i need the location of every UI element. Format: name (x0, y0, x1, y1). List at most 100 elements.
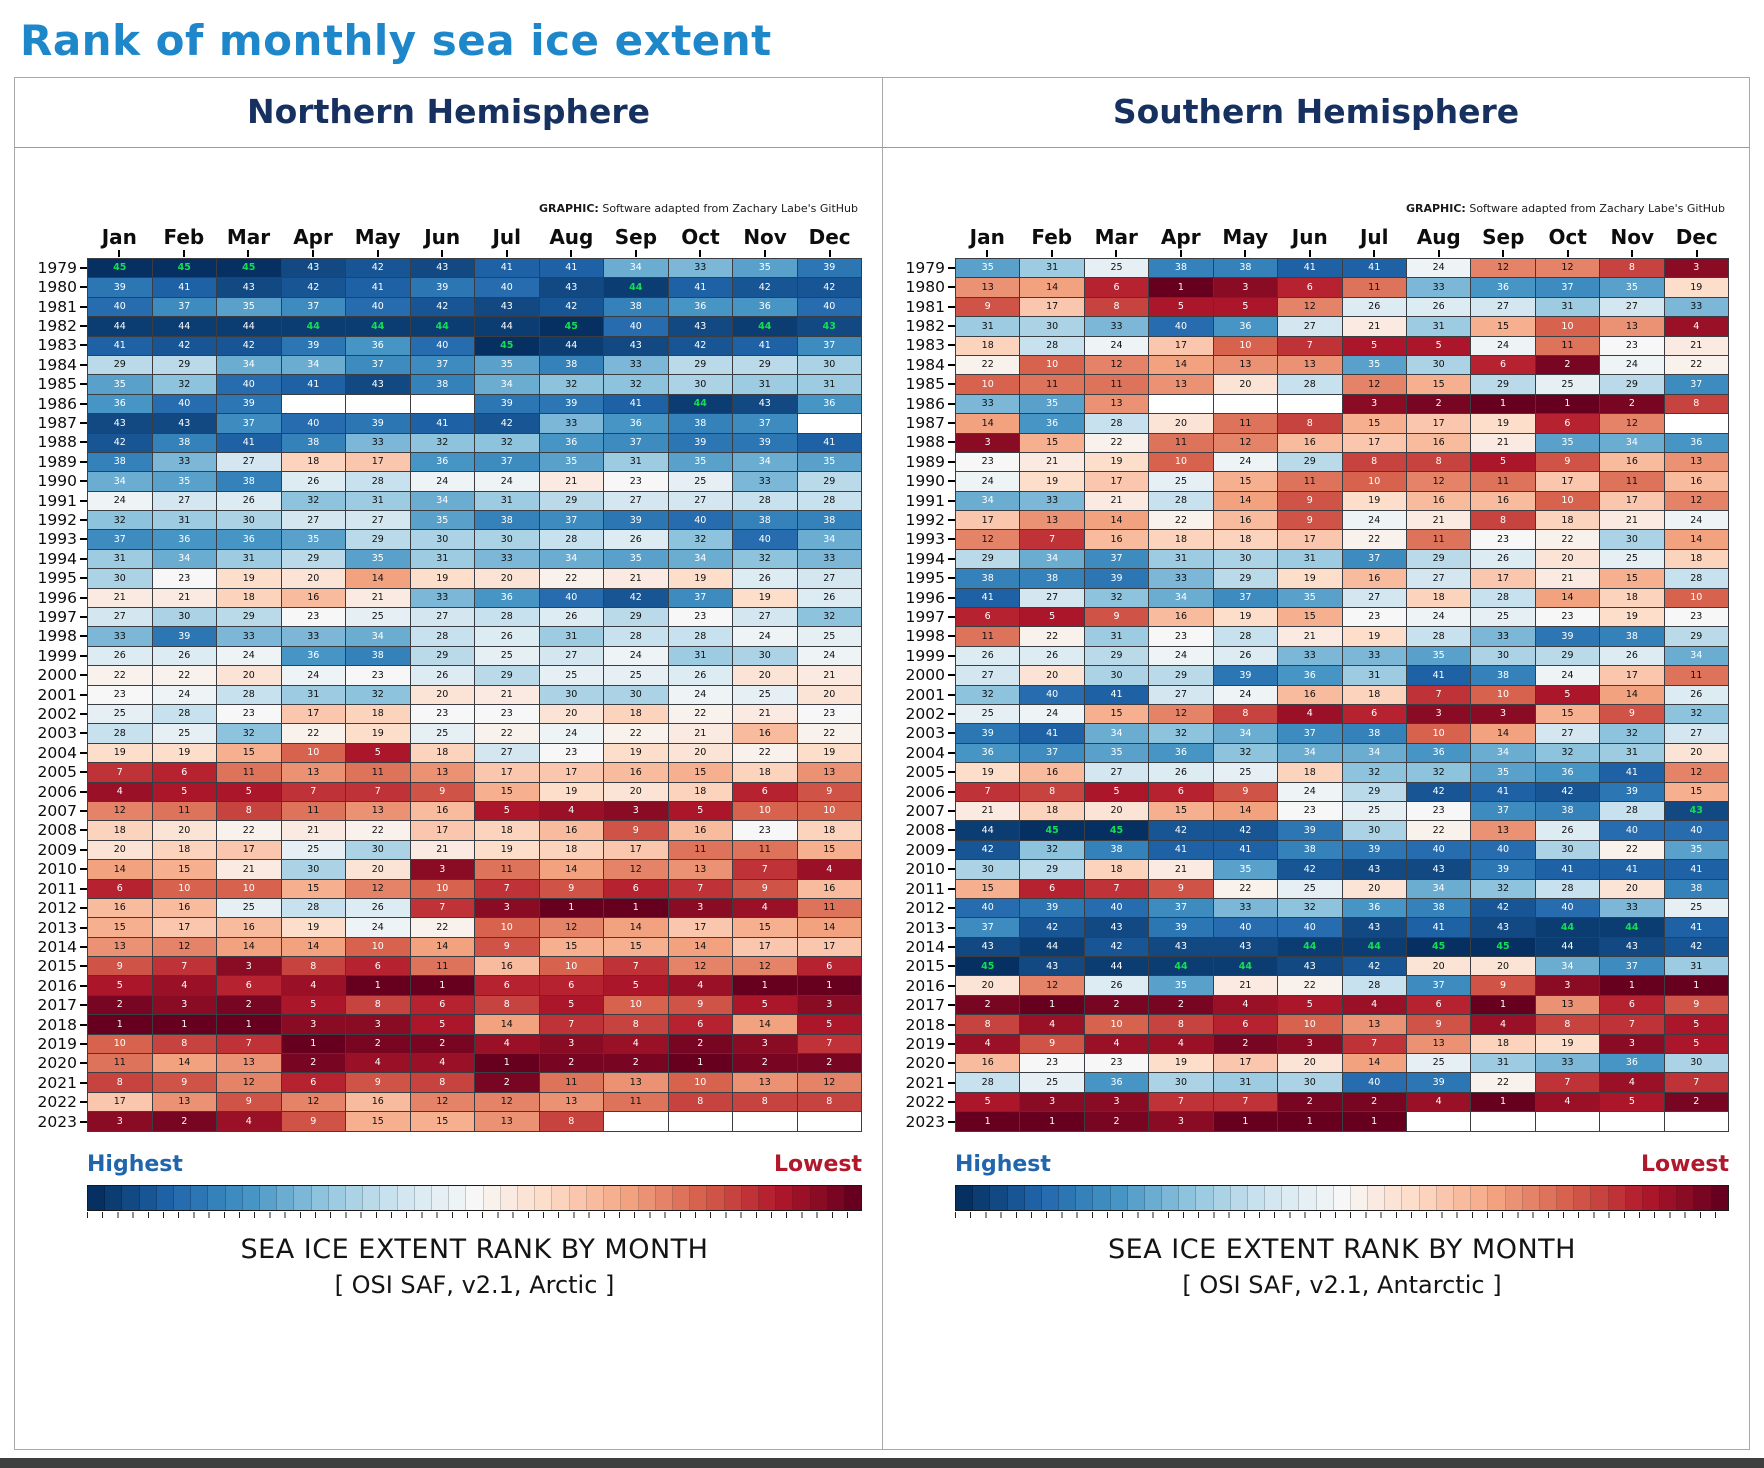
heatmap-cell: 9 (88, 957, 152, 976)
heatmap-cell: 21 (88, 588, 152, 608)
heatmap-cell: 14 (410, 937, 474, 957)
year-tick (80, 305, 87, 308)
year-tick (948, 460, 955, 463)
heatmap-cell: 10 (604, 995, 668, 1015)
heatmap-cell: 39 (281, 336, 345, 355)
heatmap-cell: 34 (956, 491, 1020, 511)
heatmap-cell: 4 (281, 976, 345, 995)
heatmap-cell: 26 (733, 569, 797, 588)
heatmap-cell: 38 (668, 414, 732, 433)
heatmap-cell: 30 (1149, 1073, 1213, 1092)
heatmap-cell: 29 (1084, 646, 1149, 666)
colorbar-segment (1299, 1185, 1317, 1210)
heatmap-cell: 35 (88, 375, 152, 394)
heatmap-cell: 5 (1664, 1015, 1728, 1034)
heatmap-cell: 44 (1020, 937, 1084, 957)
heatmap-cell: 30 (733, 646, 797, 666)
heatmap-cell: 11 (1020, 375, 1084, 394)
heatmap-cell: 32 (1213, 743, 1278, 763)
heatmap-cell-missing (797, 414, 861, 433)
heatmap-cell: 8 (475, 995, 539, 1015)
colorbar-segment (1591, 1185, 1609, 1210)
heatmap-cell: 40 (1342, 1073, 1406, 1092)
year-label: 2020 (23, 1054, 87, 1073)
heatmap-cell: 30 (956, 860, 1020, 879)
heatmap-cell: 2 (1406, 394, 1471, 414)
heatmap-cell: 7 (217, 1034, 281, 1054)
heatmap-cell: 3 (410, 860, 474, 879)
credit-line: GRAPHIC: Software adapted from Zachary L… (891, 202, 1725, 215)
heatmap-cell: 18 (956, 336, 1020, 355)
heatmap-cell: 18 (1278, 763, 1342, 782)
heatmap-cell: 7 (1342, 1034, 1406, 1054)
heatmap-cell: 21 (152, 588, 216, 608)
year-tick (948, 965, 955, 968)
year-tick (80, 480, 87, 483)
heatmap-cell: 39 (1149, 918, 1213, 937)
heatmap-cell: 44 (1535, 918, 1600, 937)
heatmap-cell: 45 (1084, 821, 1149, 840)
year-tick (80, 616, 87, 619)
year-tick (80, 848, 87, 851)
heatmap-cell: 21 (1535, 569, 1600, 588)
heatmap-cell: 16 (733, 724, 797, 743)
year-tick (80, 421, 87, 424)
heatmap-cell: 18 (1664, 549, 1728, 569)
heatmap-cell: 14 (668, 937, 732, 957)
heatmap-cell: 5 (1471, 452, 1535, 472)
heatmap-cell: 39 (604, 511, 668, 530)
year-tick (80, 945, 87, 948)
year-label: 1990 (891, 471, 955, 490)
year-tick (948, 577, 955, 580)
heatmap-cell: 2 (1664, 1092, 1728, 1112)
heatmap-cell: 41 (1471, 782, 1535, 801)
heatmap-cell: 40 (956, 898, 1020, 918)
heatmap-cell-missing (1471, 1112, 1535, 1131)
heatmap-cell: 10 (281, 743, 345, 763)
heatmap-cell: 37 (1342, 549, 1406, 569)
heatmap-cell: 16 (1278, 685, 1342, 704)
colorbar-segment (432, 1185, 450, 1210)
heatmap-cell: 27 (733, 608, 797, 627)
heatmap-cell: 6 (475, 976, 539, 995)
heatmap-cell: 8 (1471, 511, 1535, 530)
heatmap-cell: 5 (281, 995, 345, 1015)
colorbar-segment (586, 1185, 605, 1210)
heatmap-cell: 39 (539, 394, 603, 414)
heatmap-cell: 41 (1278, 259, 1342, 278)
heatmap-cell: 31 (281, 685, 345, 704)
heatmap-cell: 17 (1600, 666, 1664, 685)
heatmap-cell: 31 (217, 549, 281, 569)
colorbar-segment (672, 1185, 691, 1210)
year-label: 2017 (23, 995, 87, 1014)
heatmap-cell: 24 (604, 646, 668, 666)
heatmap-cell: 31 (733, 375, 797, 394)
year-label: 1990 (23, 471, 87, 490)
heatmap-cell: 34 (88, 472, 152, 491)
heatmap-cell: 7 (1600, 1015, 1664, 1034)
heatmap-cell: 6 (217, 976, 281, 995)
colorbar (87, 1184, 862, 1211)
heatmap-cell: 11 (1084, 375, 1149, 394)
heatmap-cell: 1 (88, 1015, 152, 1034)
panel-northern-hemisphere: Northern Hemisphere GRAPHIC: Software ad… (15, 78, 882, 1449)
heatmap-cell: 38 (604, 297, 668, 317)
heatmap-cell: 40 (539, 588, 603, 608)
heatmap-cell: 35 (956, 259, 1020, 278)
heatmap-cell: 44 (410, 317, 474, 336)
heatmap-cell: 9 (475, 937, 539, 957)
heatmap-cell: 42 (604, 588, 668, 608)
year-tick (80, 344, 87, 347)
heatmap-cell: 33 (152, 452, 216, 472)
year-label: 1987 (23, 413, 87, 432)
heatmap-cell: 34 (281, 355, 345, 375)
heatmap-cell: 28 (797, 491, 861, 511)
heatmap-cell: 1 (1535, 394, 1600, 414)
colorbar-segment (174, 1185, 192, 1210)
heatmap-cell: 39 (1213, 666, 1278, 685)
heatmap-cell: 8 (604, 1015, 668, 1034)
heatmap-cell: 29 (1213, 569, 1278, 588)
colorbar-segment (1677, 1185, 1695, 1210)
heatmap-cell: 18 (1020, 801, 1084, 821)
